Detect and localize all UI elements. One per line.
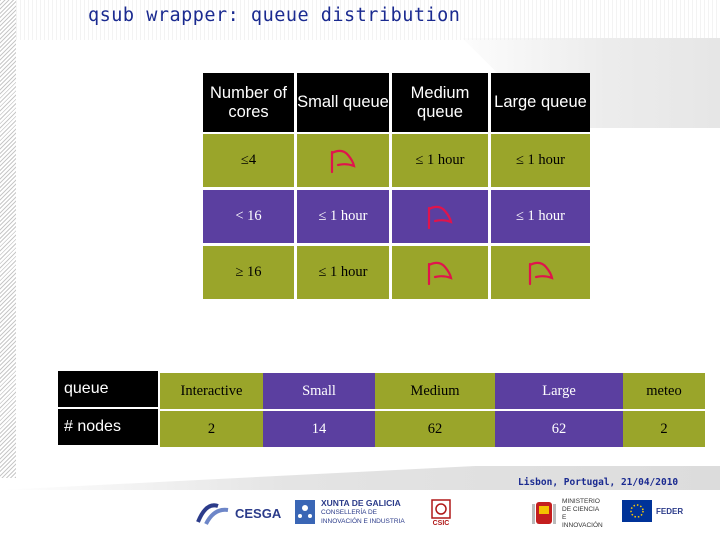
- xunta-emblem-icon: [295, 500, 315, 524]
- queue-small: Small: [263, 373, 375, 409]
- row1-large: ≤ 1 hour: [491, 134, 590, 187]
- flag-icon: [427, 205, 453, 229]
- spain-coat-of-arms-icon: [532, 502, 556, 524]
- queue-medium: Medium: [375, 373, 495, 409]
- left-hatch-decoration: [0, 0, 16, 478]
- row1-cores: ≤4: [203, 134, 294, 187]
- cesga-logo-text: CESGA: [235, 505, 282, 521]
- slide-title: qsub wrapper: queue distribution: [88, 5, 461, 26]
- footer-location-date: Lisbon, Portugal, 21/04/2010: [518, 477, 679, 488]
- row2-cores: < 16: [203, 190, 294, 243]
- xunta-logo: XUNTA DE GALICIA CONSELLERÍA DE INNOVACI…: [293, 498, 417, 526]
- header-small: Small queue: [297, 73, 389, 132]
- xunta-subtitle: CONSELLERÍA DE INNOVACIÓN E INDUSTRIA: [321, 508, 405, 525]
- nodes-medium: 62: [375, 411, 495, 447]
- nodes-interactive: 2: [160, 411, 263, 447]
- row3-cores: ≥ 16: [203, 246, 294, 299]
- nodes-large: 62: [495, 411, 623, 447]
- row1-medium: ≤ 1 hour: [392, 134, 488, 187]
- ministerio-text: MINISTERIO DE CIENCIA E INNOVACIÓN: [562, 498, 603, 529]
- feder-text: FEDER: [656, 506, 684, 516]
- row3-small: ≤ 1 hour: [297, 246, 389, 299]
- row3-medium-flag: [392, 246, 488, 299]
- sponsor-logos: CESGA XUNTA DE GALICIA CONSELLERÍA DE IN…: [0, 494, 720, 540]
- csic-emblem-icon: [431, 499, 451, 519]
- flag-icon: [427, 261, 453, 285]
- flag-icon: [528, 261, 553, 285]
- ministerio-logo: MINISTERIO DE CIENCIA E INNOVACIÓN: [530, 498, 604, 530]
- header-cores: Number of cores: [203, 73, 294, 132]
- label-queue: queue: [58, 371, 158, 407]
- row2-small: ≤ 1 hour: [297, 190, 389, 243]
- queue-meteo: meteo: [623, 373, 705, 409]
- row2-medium-flag: [392, 190, 488, 243]
- cesga-swoosh-icon: [196, 503, 229, 525]
- feder-logo: FEDER: [622, 500, 683, 522]
- queue-interactive: Interactive: [160, 373, 263, 409]
- nodes-meteo: 2: [623, 411, 705, 447]
- top-band-decoration: [16, 0, 720, 40]
- nodes-small: 14: [263, 411, 375, 447]
- csic-logo: CSIC: [430, 498, 452, 527]
- flag-icon: [330, 149, 356, 173]
- row3-large-flag: [491, 246, 590, 299]
- row2-large: ≤ 1 hour: [491, 190, 590, 243]
- xunta-title: XUNTA DE GALICIA: [321, 497, 401, 508]
- eu-flag-icon: [622, 500, 652, 522]
- row1-small-flag: [297, 134, 389, 187]
- header-medium: Medium queue: [392, 73, 488, 132]
- cesga-logo: CESGA: [196, 500, 281, 526]
- header-large: Large queue: [491, 73, 590, 132]
- queue-large: Large: [495, 373, 623, 409]
- label-nodes: # nodes: [58, 409, 158, 445]
- csic-text: CSIC: [432, 520, 450, 527]
